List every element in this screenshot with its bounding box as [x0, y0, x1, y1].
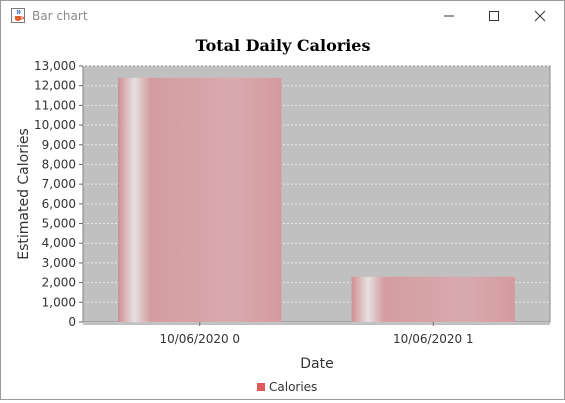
y-axis-label: Estimated Calories: [16, 128, 32, 260]
bar[interactable]: [118, 77, 282, 322]
bar[interactable]: [351, 276, 515, 322]
maximize-button[interactable]: [479, 6, 509, 26]
bar-chart: Total Daily Calories 0 1,000 2,000 3,000 4,0…: [16, 36, 551, 394]
x-tick-label: 10/06/2020 0: [159, 332, 240, 346]
legend-label: Calories: [269, 380, 317, 394]
minimize-icon: [444, 15, 454, 17]
y-tick-label: 0: [68, 315, 76, 329]
chart-title: Total Daily Calories: [196, 36, 371, 55]
y-tick-label: 10,000: [34, 118, 76, 132]
y-tick-label: 1,000: [42, 295, 76, 309]
y-tick-label: 5,000: [42, 217, 76, 231]
y-tick-label: 7,000: [42, 177, 76, 191]
y-tick-label: 13,000: [34, 59, 76, 73]
y-tick-label: 11,000: [34, 98, 76, 112]
x-tick-label: 10/06/2020 1: [393, 332, 474, 346]
minimize-button[interactable]: [434, 6, 464, 26]
y-tick-label: 3,000: [42, 256, 76, 270]
y-tick-label: 8,000: [42, 157, 76, 171]
title-bar[interactable]: Bar chart: [1, 1, 564, 31]
y-tick-label: 12,000: [34, 79, 76, 93]
y-tick-label: 4,000: [42, 236, 76, 250]
bars: [118, 77, 515, 322]
window-title: Bar chart: [32, 9, 88, 23]
legend-swatch: [257, 383, 265, 391]
y-axis: 0 1,000 2,000 3,000 4,000 5,000 6,000 7,000 8,00…: [34, 59, 84, 329]
chart-panel: Total Daily Calories 0 1,000 2,000 3,000 4,0…: [1, 31, 564, 399]
y-tick-label: 2,000: [42, 276, 76, 290]
y-tick-label: 9,000: [42, 138, 76, 152]
close-button[interactable]: [525, 6, 555, 26]
maximize-icon: [489, 11, 499, 21]
y-tick-label: 6,000: [42, 197, 76, 211]
java-cup-icon: [11, 8, 25, 23]
legend: Calories: [257, 380, 317, 394]
x-axis: 10/06/2020 0 10/06/2020 1: [83, 322, 550, 346]
close-icon: [534, 10, 546, 22]
x-axis-label: Date: [300, 356, 333, 372]
